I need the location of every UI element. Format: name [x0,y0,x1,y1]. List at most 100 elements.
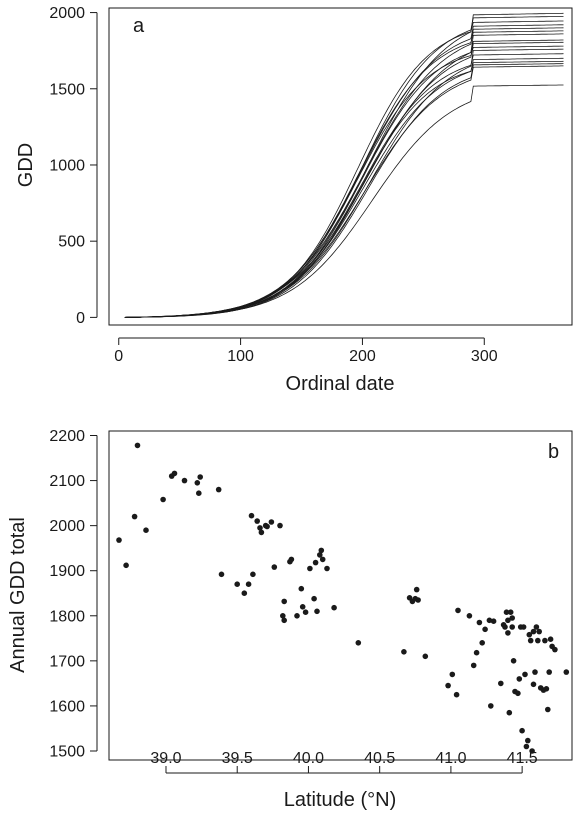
panel-a-y-tick-label: 2000 [49,5,85,22]
panel-a-series-line [124,20,564,318]
panel-b-data-point [445,682,451,689]
panel-b-x-tick-label: 41.0 [435,750,466,767]
panel-b-data-point [331,604,337,611]
panel-a-series-line [124,48,564,318]
panel-b-data-point [277,522,283,529]
panel-a-x-tick-label: 100 [227,348,254,365]
panel-b-y-tick-label: 2100 [49,473,85,490]
panel-b-data-point [479,640,486,646]
panel-a-series-line [124,45,564,318]
panel-a-series-line [124,33,564,318]
panel-b-y-tick-label: 2000 [49,518,85,535]
panel-b-y-tick-label: 2200 [49,428,85,445]
panel-b-data-point [563,669,570,675]
panel-b-data-point [264,523,270,530]
panel-b-y-axis-label: Annual GDD total [7,517,29,673]
panel-b-data-point [134,442,141,449]
panel-a-y-tick-label: 1500 [49,81,85,98]
panel-b-data-point [543,686,550,692]
panel-b-data-point [516,676,523,682]
panel-a-x-tick-label: 200 [349,348,376,365]
panel-b-data-point [529,748,535,754]
panel-b-data-point [527,637,534,644]
panel-a-plot-frame [108,7,573,326]
panel-b-data-point [519,727,525,734]
panel-b-data-point [250,571,256,578]
panel-b-data-point [415,597,421,603]
panel-b-data-point [532,669,538,675]
panel-b-data-point [542,637,548,644]
panel-b-data-point [413,586,420,593]
panel-b-data-point [502,624,508,630]
panel-b-data-point [302,609,309,615]
panel-b-data-point [131,513,138,520]
panel-b-plot-frame [108,430,573,761]
panel-a-series-line [124,24,564,318]
panel-b-data-point [314,608,320,615]
panel-b-data-point [455,607,461,614]
panel-b-data-point [160,496,166,503]
panel-b-data-point [181,477,188,484]
panel-a-series-line [124,65,564,318]
panel-a-series-line [124,15,564,318]
panel-b-data-point [281,617,288,624]
panel-a-series-line [124,53,564,318]
panel-a-series-line [124,39,564,318]
panel-b-data-point [401,649,407,655]
panel-b-data-point [526,631,533,638]
panel-b-x-axis: 39.0 39.5 40.0 40.5 41.0 41.5 [150,750,538,774]
panel-b-data-point [520,624,527,630]
panel-b-data-point [545,706,551,713]
panel-a-y-tick-label: 1000 [49,157,85,174]
panel-b-data-point [530,681,537,688]
panel-b-data-point [498,680,504,687]
panel-b-data-point [536,628,542,635]
panel-b-data-point [254,518,260,524]
panel-b-data-point [482,626,488,633]
panel-b-points-group [116,442,570,754]
panel-a-y-axis-label: GDD [15,143,37,187]
panel-b-data-point [319,556,326,563]
panel-b-data-point [546,669,552,675]
panel-a-series-line [124,60,564,318]
panel-b-x-axis-label: Latitude (°N) [284,789,397,811]
panel-b-data-point [505,630,511,636]
panel-b-data-point [505,617,511,624]
panel-b-x-tick-label: 39.0 [150,750,181,767]
panel-b-x-tick-label: 41.5 [507,750,538,767]
panel-b-x-tick-label: 40.0 [293,750,324,767]
panel-b-y-tick-label: 1700 [49,653,85,670]
panel-b-data-point [522,671,528,678]
panel-b-data-point [271,564,278,570]
panel-a-x-tick-label: 300 [471,348,498,365]
panel-a-y-tick-label: 500 [58,234,85,251]
panel-a-series-line [124,84,564,318]
panel-b-data-point [503,609,510,615]
panel-b-y-axis: 1500 1600 1700 1800 1900 2000 2100 2200 [49,428,98,760]
panel-b-data-point [171,470,178,477]
panel-b-data-point [307,565,313,572]
panel-b-label: b [548,441,559,463]
panel-a-y-axis: 0 500 1000 1500 2000 [49,5,98,327]
panel-b-data-point [281,598,288,605]
panel-b-data-point [257,525,263,531]
panel-b-y-tick-label: 1900 [49,563,85,580]
panel-b-data-point [234,581,240,587]
panel-a-x-tick-label: 0 [114,348,123,365]
panel-a-label: a [133,15,145,37]
panel-a-series-line [124,30,564,318]
panel-b-data-point [486,617,493,624]
panel-b-data-point [552,646,558,653]
panel-b-data-point [241,590,248,596]
panel-a-series-group [124,12,564,318]
panel-b-data-point [248,512,255,519]
panel-b-data-point [317,552,323,558]
panel-b-data-point [196,490,202,497]
panel-b-data-point [324,565,330,572]
panel-b-y-tick-label: 1600 [49,698,85,715]
panel-b-data-point [510,658,517,664]
panel-b-x-tick-label: 39.5 [222,750,253,767]
panel-b-data-point [194,480,201,486]
panel-a-x-axis-label: Ordinal date [286,373,395,395]
